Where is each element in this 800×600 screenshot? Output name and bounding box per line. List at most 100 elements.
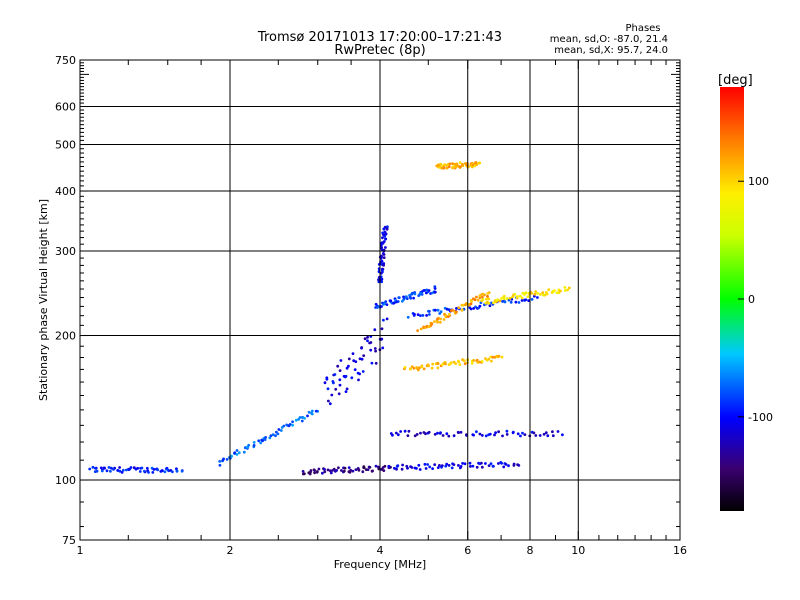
echo-point [369, 348, 373, 352]
echo-point [410, 466, 414, 469]
echo-point [489, 355, 493, 359]
echo-point [469, 465, 472, 468]
echo-point [464, 162, 468, 165]
echo-point [416, 329, 419, 332]
echo-point [475, 358, 479, 362]
echo-point [413, 292, 417, 296]
echo-point [440, 464, 444, 467]
echo-point [442, 318, 446, 321]
echo-point [566, 288, 569, 292]
echo-point [403, 365, 407, 369]
echo-point [472, 359, 476, 362]
stats-o: mean, sd,O: -87.0, 21.4 [550, 34, 668, 45]
echo-point [444, 464, 448, 468]
echo-point [338, 378, 342, 382]
echo-point [282, 424, 286, 428]
echo-point [449, 362, 453, 365]
echo-point [477, 161, 480, 165]
echo-point [91, 465, 95, 469]
echo-point [329, 471, 333, 475]
echo-point [436, 361, 440, 365]
echo-point [459, 465, 463, 468]
echo-point [395, 467, 398, 471]
echo-point [478, 432, 482, 436]
echo-point [478, 296, 482, 300]
echo-point [222, 457, 226, 461]
echo-point [380, 246, 383, 249]
echo-point [523, 298, 527, 302]
data-points [88, 161, 571, 476]
echo-point [428, 465, 432, 469]
echo-point [233, 451, 237, 455]
echo-point [360, 346, 364, 349]
echo-point [427, 309, 430, 313]
echo-point [313, 471, 316, 475]
echo-point [480, 465, 484, 469]
echo-point [353, 368, 357, 371]
echo-point [425, 325, 429, 328]
echo-point [441, 434, 445, 437]
echo-point [374, 349, 377, 353]
echo-point [563, 289, 567, 292]
echo-point [394, 431, 398, 435]
echo-point [381, 231, 384, 235]
echo-point [171, 470, 174, 474]
echo-point [384, 246, 387, 249]
echo-point [381, 236, 384, 240]
echo-point [486, 300, 489, 304]
echo-point [438, 464, 441, 467]
echo-point [160, 469, 164, 472]
echo-point [351, 469, 355, 473]
echo-point [433, 285, 437, 289]
colorbar-tick-label: 0 [748, 293, 755, 306]
echo-point [406, 315, 410, 319]
x-tick-label: 10 [571, 544, 585, 557]
echo-point [561, 433, 564, 437]
echo-point [486, 295, 489, 298]
y-axis-label: Stationary phase Virtual Height [km] [37, 199, 50, 401]
echo-point [428, 313, 431, 316]
echo-point [547, 288, 551, 291]
echo-point [252, 441, 256, 444]
echo-point [143, 469, 146, 473]
echo-point [461, 462, 464, 465]
x-tick-labels: 1 2 4 6 8 10 16 [77, 544, 688, 557]
echo-point [401, 463, 404, 467]
echo-point [328, 402, 332, 406]
echo-point [408, 293, 411, 297]
echo-point [332, 381, 335, 385]
echo-point [530, 298, 534, 301]
echo-point [424, 432, 427, 436]
echo-point [539, 293, 542, 296]
echo-point [422, 367, 426, 371]
echo-point [323, 468, 326, 471]
echo-point [380, 259, 384, 263]
echo-point [439, 317, 442, 321]
echo-point [457, 306, 461, 310]
echo-point [88, 467, 92, 471]
echo-point [492, 301, 495, 305]
echo-point [424, 467, 428, 470]
echo-point [100, 469, 104, 473]
echo-point [291, 423, 294, 427]
echo-point [468, 461, 472, 465]
colorbar-label: [deg] [718, 73, 753, 88]
echo-point [268, 436, 272, 440]
echo-point [497, 430, 500, 434]
echo-point [331, 469, 334, 472]
echo-point [447, 165, 451, 169]
echo-point [475, 430, 478, 434]
echo-point [298, 416, 302, 419]
echo-point [380, 248, 384, 252]
echo-point [517, 464, 521, 467]
y-tick-label: 100 [55, 474, 76, 487]
echo-point [505, 429, 509, 433]
colorbar-tick-label: 100 [748, 175, 769, 188]
echo-point [303, 472, 306, 476]
echo-point [469, 302, 473, 306]
echo-point [386, 225, 389, 229]
echo-point [507, 464, 510, 468]
echo-point [458, 363, 462, 366]
echo-point [366, 335, 369, 339]
colorbar-ticks: 100 0 -100 [738, 175, 773, 424]
